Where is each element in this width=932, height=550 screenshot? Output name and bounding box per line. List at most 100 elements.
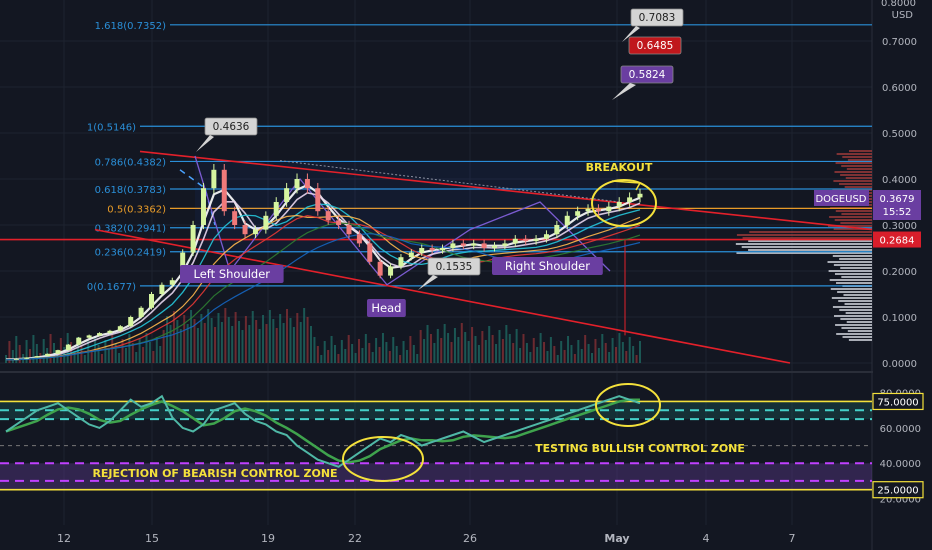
- profile-bar: [842, 336, 872, 338]
- volume-bar: [567, 336, 570, 363]
- candle: [128, 317, 134, 327]
- line-price-box: [873, 231, 921, 248]
- profile-bar: [736, 234, 872, 236]
- volume-bar: [399, 355, 402, 363]
- volume-bar: [104, 340, 107, 363]
- volume-bar: [200, 314, 203, 363]
- bar-timer: 15:52: [883, 207, 912, 218]
- volume-bar: [368, 343, 371, 363]
- volume-bar: [549, 337, 552, 363]
- volume-bar: [543, 342, 546, 363]
- profile-bar: [845, 177, 872, 179]
- callout-arrow: [612, 83, 636, 100]
- candle: [398, 257, 404, 267]
- volume-bar: [220, 322, 223, 363]
- volume-bar: [292, 327, 295, 363]
- volume-bar: [90, 350, 93, 363]
- candle: [315, 188, 321, 212]
- annotations: 0.7083 0.6485 0.5824 0.4636 0.1535 BREAKOUT Le…: [180, 8, 684, 317]
- ma-line: [5, 203, 641, 361]
- volume-bar: [488, 326, 491, 363]
- volume-bar: [207, 309, 210, 363]
- candle: [252, 229, 258, 235]
- x-tick: 4: [703, 532, 710, 545]
- volume-bar: [121, 339, 124, 363]
- volume-bar: [145, 333, 148, 363]
- volume-bar: [556, 355, 559, 363]
- profile-bar: [845, 312, 872, 314]
- volume-bar: [289, 318, 292, 363]
- fib-label: 0.5(0.3362): [107, 204, 166, 215]
- candle: [159, 284, 165, 294]
- y-tick: 0.3000: [882, 221, 917, 232]
- profile-bar: [742, 237, 872, 239]
- volume-bar: [347, 335, 350, 363]
- volume-bar: [584, 335, 587, 363]
- profile-bar: [843, 294, 872, 296]
- profile-bar: [840, 222, 872, 224]
- volume-bar: [392, 337, 395, 363]
- volume-bar: [265, 324, 268, 363]
- volume-bar: [423, 339, 426, 363]
- volume-bar: [429, 334, 432, 363]
- volume-bar: [162, 330, 165, 363]
- profile-bar: [830, 288, 872, 290]
- candle: [97, 333, 103, 336]
- candle: [13, 358, 19, 360]
- y-tick: 0.6000: [882, 83, 917, 94]
- head-label-box: [367, 299, 406, 317]
- ma-line: [5, 191, 641, 361]
- x-tick: 19: [261, 532, 275, 545]
- volume-bar: [560, 341, 563, 363]
- candle: [200, 188, 206, 225]
- volume-profile: [735, 150, 872, 341]
- candle: [543, 234, 549, 239]
- callout-arrow: [418, 275, 438, 290]
- volume-bar: [409, 336, 412, 363]
- candle: [211, 169, 217, 189]
- candle: [34, 356, 40, 358]
- volume-bar: [251, 311, 254, 363]
- volume-bar: [467, 341, 470, 363]
- volume-bar: [419, 330, 422, 363]
- rsi-line: [5, 394, 641, 468]
- profile-bar: [846, 321, 872, 323]
- volume-bar: [378, 347, 381, 363]
- rsi-level-label: 75.0000: [877, 397, 918, 408]
- fib-label: 0(0.1677): [87, 282, 136, 293]
- candle: [221, 169, 227, 212]
- x-tick: May: [604, 532, 629, 545]
- rsi-tick: 60.0000: [880, 424, 921, 435]
- y-tick: 0.2000: [882, 267, 917, 278]
- volume-bar: [268, 310, 271, 363]
- volume-bar: [388, 351, 391, 363]
- volume-bar: [35, 344, 38, 363]
- volume-bar: [231, 326, 234, 363]
- top-tick: 0.8000: [881, 0, 916, 9]
- candles: [13, 164, 643, 360]
- volume-bar: [344, 349, 347, 363]
- volume-bar: [481, 331, 484, 363]
- profile-bar: [834, 273, 872, 275]
- volume-bar: [234, 312, 237, 363]
- profile-bar: [838, 300, 872, 302]
- volume-bar: [244, 316, 247, 363]
- profile-bar: [828, 270, 872, 272]
- volume-bar: [357, 339, 360, 363]
- profile-bar: [835, 162, 872, 164]
- volume-bar: [28, 349, 31, 363]
- profile-bar: [839, 183, 872, 185]
- volume-bar: [131, 343, 134, 363]
- profile-bar: [840, 318, 872, 320]
- volume-bar: [632, 346, 635, 363]
- volume-bar: [570, 345, 573, 363]
- profile-bar: [835, 210, 872, 212]
- profile-bar: [748, 249, 872, 251]
- profile-bar: [829, 279, 872, 281]
- volume-bar: [474, 336, 477, 363]
- profile-bar: [834, 219, 872, 221]
- volume-bar: [262, 315, 265, 363]
- volume-bar: [371, 352, 374, 363]
- volume-bar: [330, 336, 333, 363]
